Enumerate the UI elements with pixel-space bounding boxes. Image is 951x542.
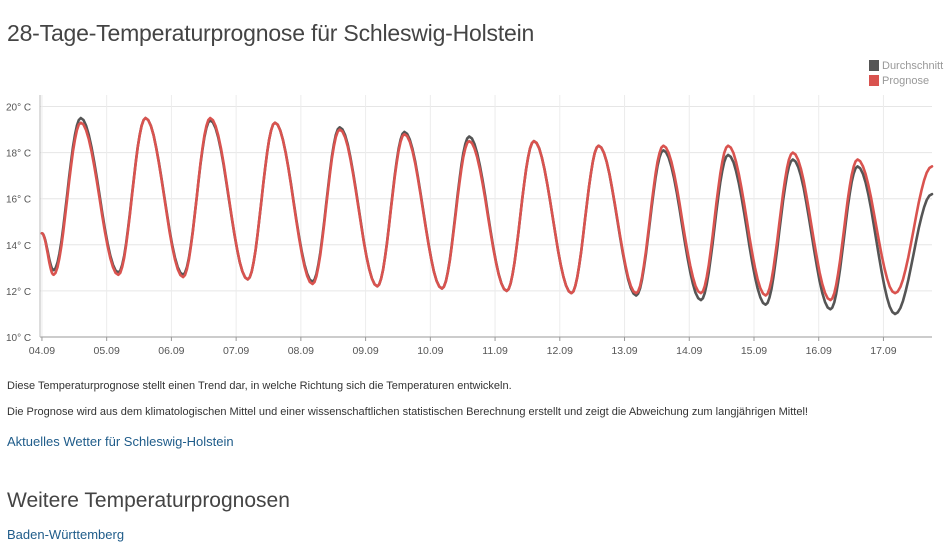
- y-tick-label: 10° C: [6, 333, 31, 344]
- more-forecasts-title: Weitere Temperaturprognosen: [7, 489, 290, 512]
- x-tick-label: 10.09: [417, 345, 443, 357]
- forecast-method-description: Die Prognose wird aus dem klimatologisch…: [7, 406, 808, 418]
- x-tick-label: 17.09: [870, 345, 896, 357]
- x-tick-label: 13.09: [611, 345, 637, 357]
- x-tick-label: 04.09: [29, 345, 55, 357]
- chart-series: [40, 116, 934, 316]
- legend-item-durchschnitt[interactable]: Durchschnitt: [869, 58, 943, 73]
- y-tick-label: 14° C: [6, 241, 31, 252]
- legend-label-prognose: Prognose: [882, 74, 930, 87]
- x-tick-label: 12.09: [547, 345, 573, 357]
- x-tick-label: 16.09: [806, 345, 832, 357]
- x-tick-label: 15.09: [741, 345, 767, 357]
- legend-item-prognose[interactable]: Prognose: [869, 73, 943, 88]
- x-tick-label: 11.09: [482, 345, 508, 357]
- chart-legend: Durchschnitt Prognose: [869, 58, 943, 88]
- x-tick-label: 05.09: [94, 345, 120, 357]
- chart-axes: 10° C 12° C 14° C 16° C 18° C 20° C 04.09 05.09…: [6, 95, 932, 357]
- y-tick-label: 16° C: [6, 195, 31, 206]
- y-tick-label: 18° C: [6, 149, 31, 160]
- page-title: 28-Tage-Temperaturprognose für Schleswig…: [7, 20, 535, 46]
- current-weather-link[interactable]: Aktuelles Wetter für Schleswig-Holstein: [7, 434, 234, 449]
- x-tick-label: 09.09: [352, 345, 378, 357]
- x-tick-label: 08.09: [288, 345, 314, 357]
- forecast-description: Diese Temperaturprognose stellt einen Tr…: [7, 380, 512, 392]
- x-tick-label: 06.09: [158, 345, 184, 357]
- x-tick-label: 07.09: [223, 345, 249, 357]
- legend-label-durchschnitt: Durchschnitt: [882, 59, 944, 72]
- series-line-prognose: [40, 116, 934, 302]
- x-tick-label: 14.09: [676, 345, 702, 357]
- legend-swatch-durchschnitt: [869, 60, 879, 71]
- chart-grid: [40, 95, 932, 338]
- legend-swatch-prognose: [869, 75, 879, 86]
- temperature-line-chart: 10° C 12° C 14° C 16° C 18° C 20° C 04.09 05.09…: [6, 95, 934, 357]
- y-tick-label: 20° C: [6, 103, 31, 114]
- y-tick-label: 12° C: [6, 287, 31, 298]
